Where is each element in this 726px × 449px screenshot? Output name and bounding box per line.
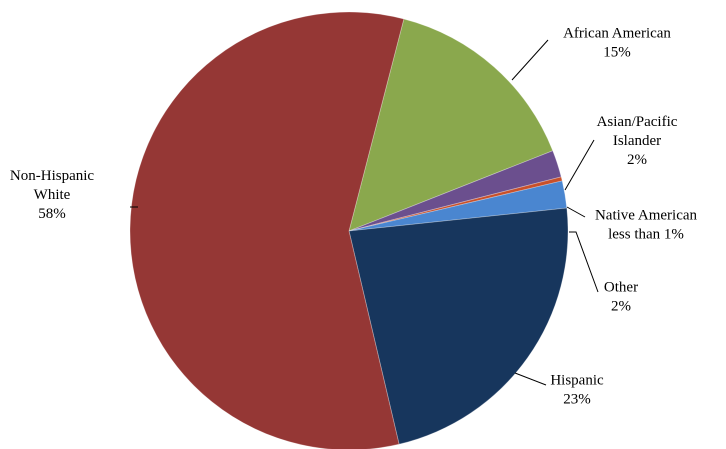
leader-lines: [130, 39, 599, 386]
slice-label-line: 15%: [603, 45, 631, 61]
slice-label-line: 23%: [563, 392, 591, 408]
leader-line-african-american: [511, 39, 549, 81]
slice-label-line: less than 1%: [608, 227, 684, 243]
leader-line-other: [569, 231, 599, 293]
pie-slice-hispanic: [348, 207, 569, 445]
slice-label-line: African American: [563, 26, 671, 42]
leader-line-asian-pacific-islander: [564, 139, 595, 191]
slice-label-non-hispanic-white: Non-Hispanic White 58%: [10, 168, 94, 222]
slice-label-line: Non-Hispanic: [10, 168, 94, 184]
slice-label-other: Other 2%: [604, 280, 638, 315]
slice-label-line: 2%: [627, 152, 647, 168]
slice-label-line: Other: [604, 280, 638, 296]
slice-labels: African American 15% Asian/Pacific Islander…: [10, 26, 698, 408]
slice-label-native-american: Native American less than 1%: [595, 208, 698, 243]
slice-label-line: 2%: [611, 299, 631, 315]
slice-label-line: Islander: [613, 133, 661, 149]
slice-label-line: Hispanic: [550, 373, 604, 389]
slice-label-hispanic: Hispanic 23%: [550, 373, 604, 408]
pie-slice-asian-pacific-islander: [348, 150, 562, 232]
pie-slice-other: [348, 180, 568, 232]
pie-slice-african-american: [348, 18, 554, 232]
pie-slices: [129, 11, 569, 449]
slice-label-line: Native American: [595, 208, 698, 224]
leader-line-native-american: [566, 206, 586, 218]
slice-label-african-american: African American 15%: [563, 26, 671, 61]
slice-label-line: 58%: [38, 206, 66, 222]
slice-label-asian-pacific-islander: Asian/Pacific Islander 2%: [597, 114, 678, 168]
slice-label-line: Asian/Pacific: [597, 114, 678, 130]
pie-slice-native-american: [348, 176, 563, 232]
leader-line-hispanic: [514, 372, 547, 386]
pie-slice-non-hispanic-white: [129, 11, 405, 449]
slice-label-line: White: [34, 187, 71, 203]
